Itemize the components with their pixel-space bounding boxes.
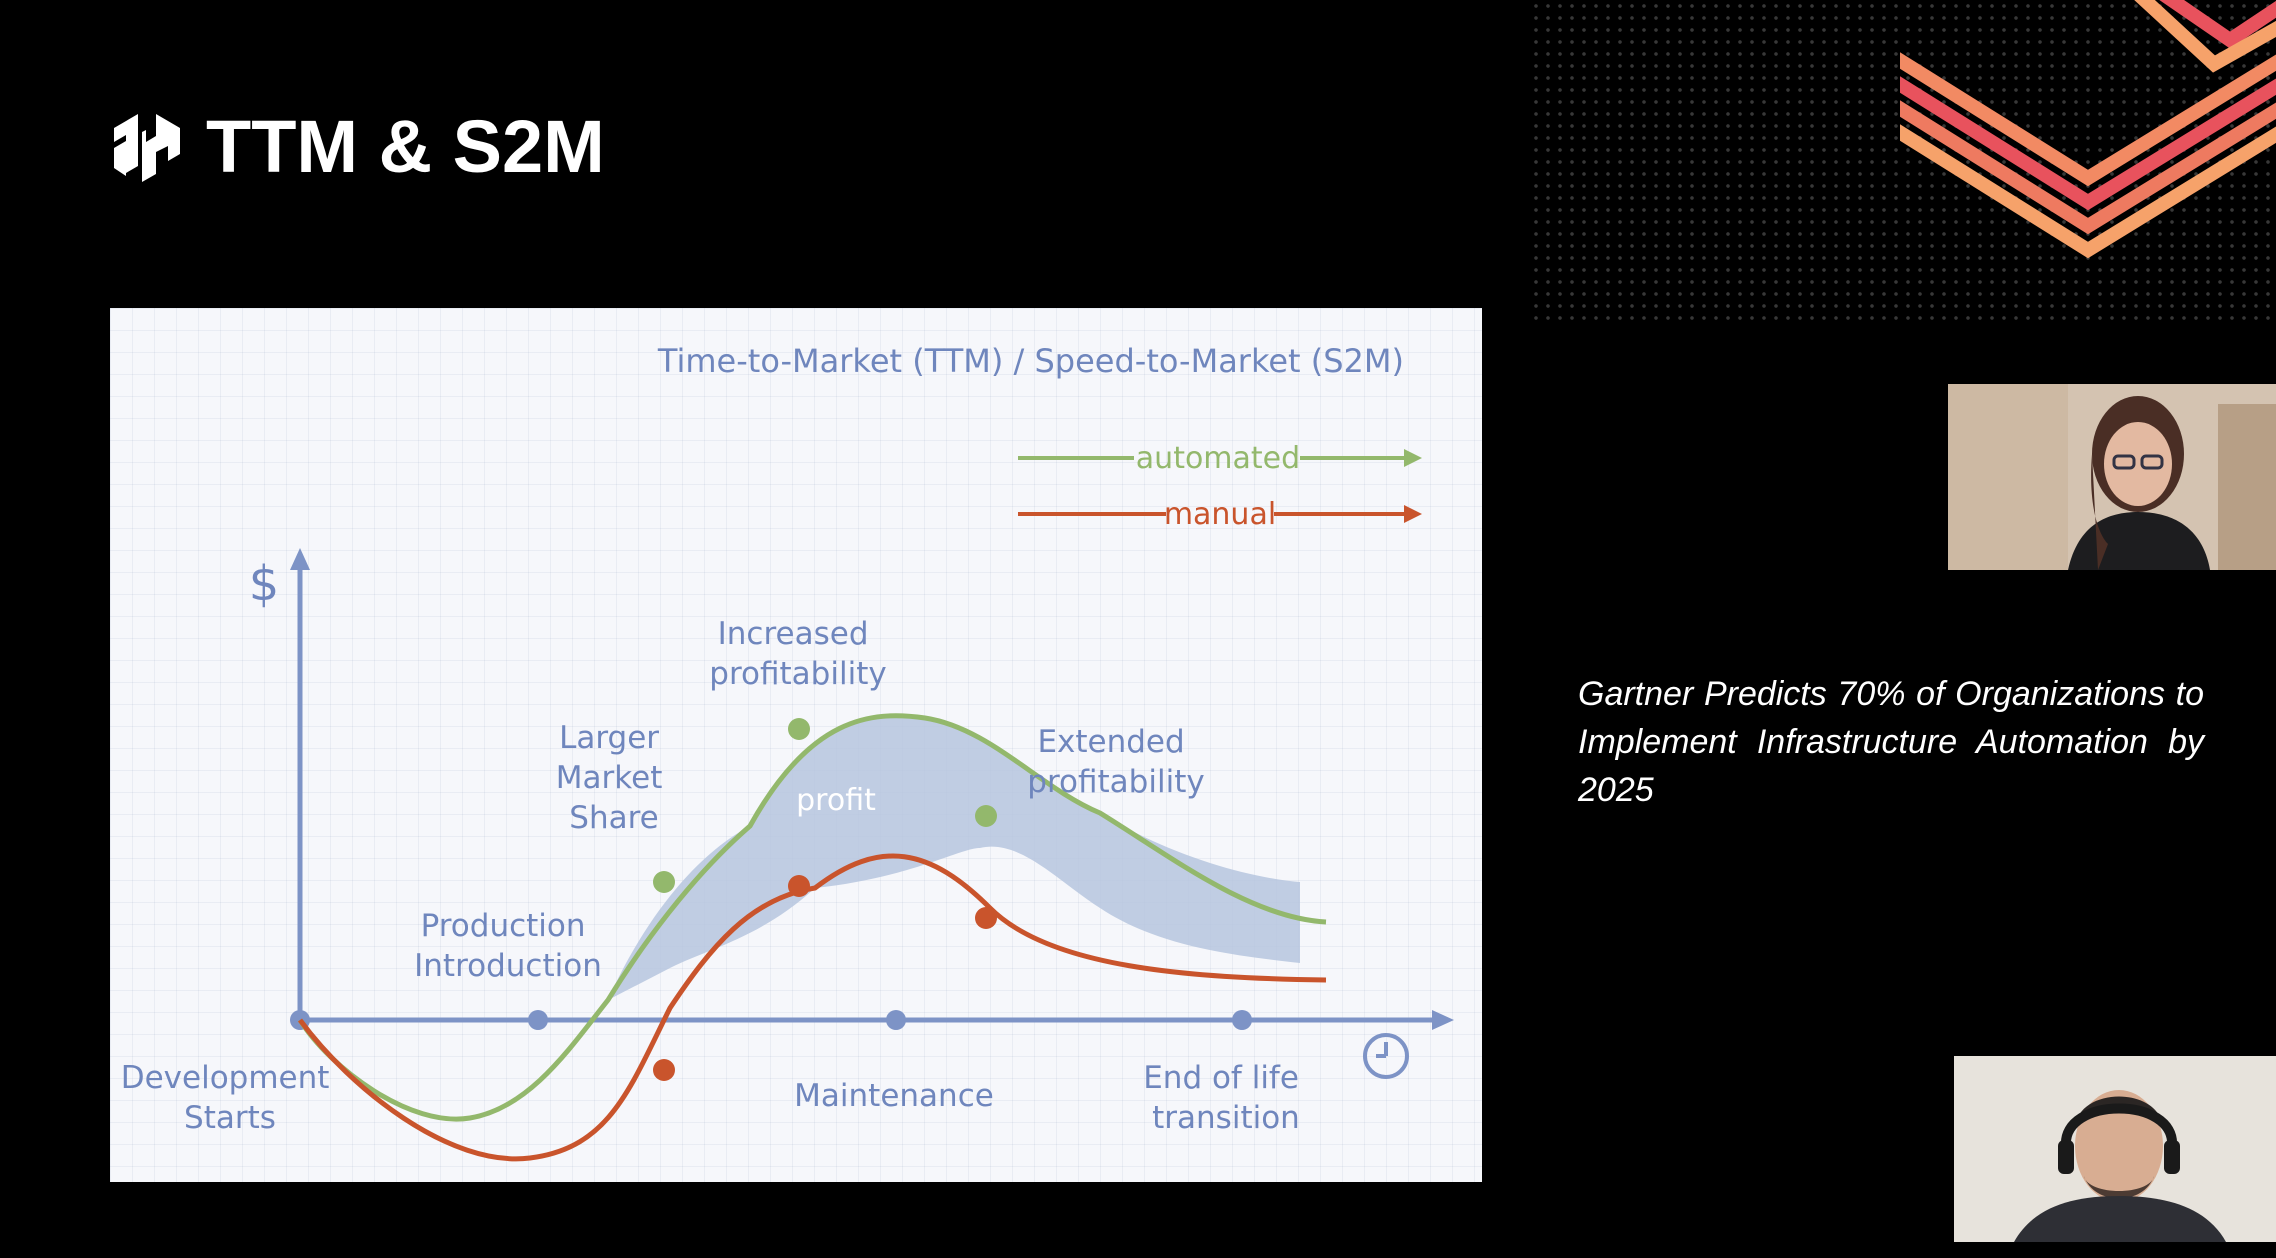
- phase-dot-eol: [1232, 1010, 1252, 1030]
- phase-label-maintenance: Maintenance: [794, 1078, 994, 1114]
- automated-point-2: [788, 718, 810, 740]
- chevron-stripe-1: [1900, 124, 2276, 259]
- chevron-stripe-5: [2159, 0, 2276, 49]
- phase-label-production: Production Introduction: [414, 908, 602, 984]
- chevron-stripe-6: [2134, 0, 2276, 73]
- manual-point-3: [975, 907, 997, 929]
- legend-manual-arrow: [1404, 505, 1422, 523]
- automated-curve: [297, 713, 1327, 1122]
- profit-label: profit: [796, 783, 876, 818]
- legend-label-manual: manual: [1164, 497, 1276, 532]
- y-axis-label: $: [249, 556, 280, 612]
- legend-label-automated: automated: [1136, 441, 1300, 476]
- slide-title: TTM & S2M: [206, 105, 605, 188]
- profit-area: [608, 715, 1300, 1000]
- annotation-larger-share: Larger Market Share: [556, 720, 672, 836]
- x-axis-arrow: [1432, 1010, 1454, 1030]
- chevron-stripe-3: [1900, 76, 2276, 211]
- phase-label-eol: End of life transition: [1143, 1060, 1309, 1136]
- phase-dot-production: [528, 1010, 548, 1030]
- chart-panel: Time-to-Market (TTM) / Speed-to-Market (…: [110, 308, 1482, 1182]
- annotation-increased: Increased profitability: [709, 616, 886, 692]
- annotation-larger-share-2: Market: [556, 760, 663, 796]
- annotation-larger-share-3: Share: [569, 800, 658, 836]
- manual-point-2: [788, 875, 810, 897]
- annotation-larger-share-1: Larger: [559, 720, 659, 756]
- annotation-extended: Extended profitability: [1027, 724, 1204, 800]
- phase-label-development: Development Starts: [121, 1060, 340, 1136]
- ttm-chart: Time-to-Market (TTM) / Speed-to-Market (…: [121, 342, 1454, 1162]
- chart-title: Time-to-Market (TTM) / Speed-to-Market (…: [657, 342, 1404, 380]
- phase-dot-maintenance: [886, 1010, 906, 1030]
- webcam-participant-2: [1954, 1056, 2276, 1242]
- manual-curve: [297, 853, 1327, 1162]
- legend-automated-arrow: [1404, 449, 1422, 467]
- webcam-participant-1: [1948, 384, 2276, 570]
- automated-point-3: [975, 805, 997, 827]
- chevron-stripe-4: [1900, 52, 2276, 187]
- clock-icon: [1363, 1033, 1409, 1079]
- hashicorp-logo: [114, 114, 180, 182]
- chevron-stripe-2: [1900, 100, 2276, 235]
- y-axis-arrow: [290, 548, 310, 570]
- gartner-quote: Gartner Predicts 70% of Organizations to…: [1578, 675, 2204, 809]
- automated-point-1: [653, 871, 675, 893]
- chevron-decoration: [1900, 0, 2276, 259]
- manual-point-1: [653, 1059, 675, 1081]
